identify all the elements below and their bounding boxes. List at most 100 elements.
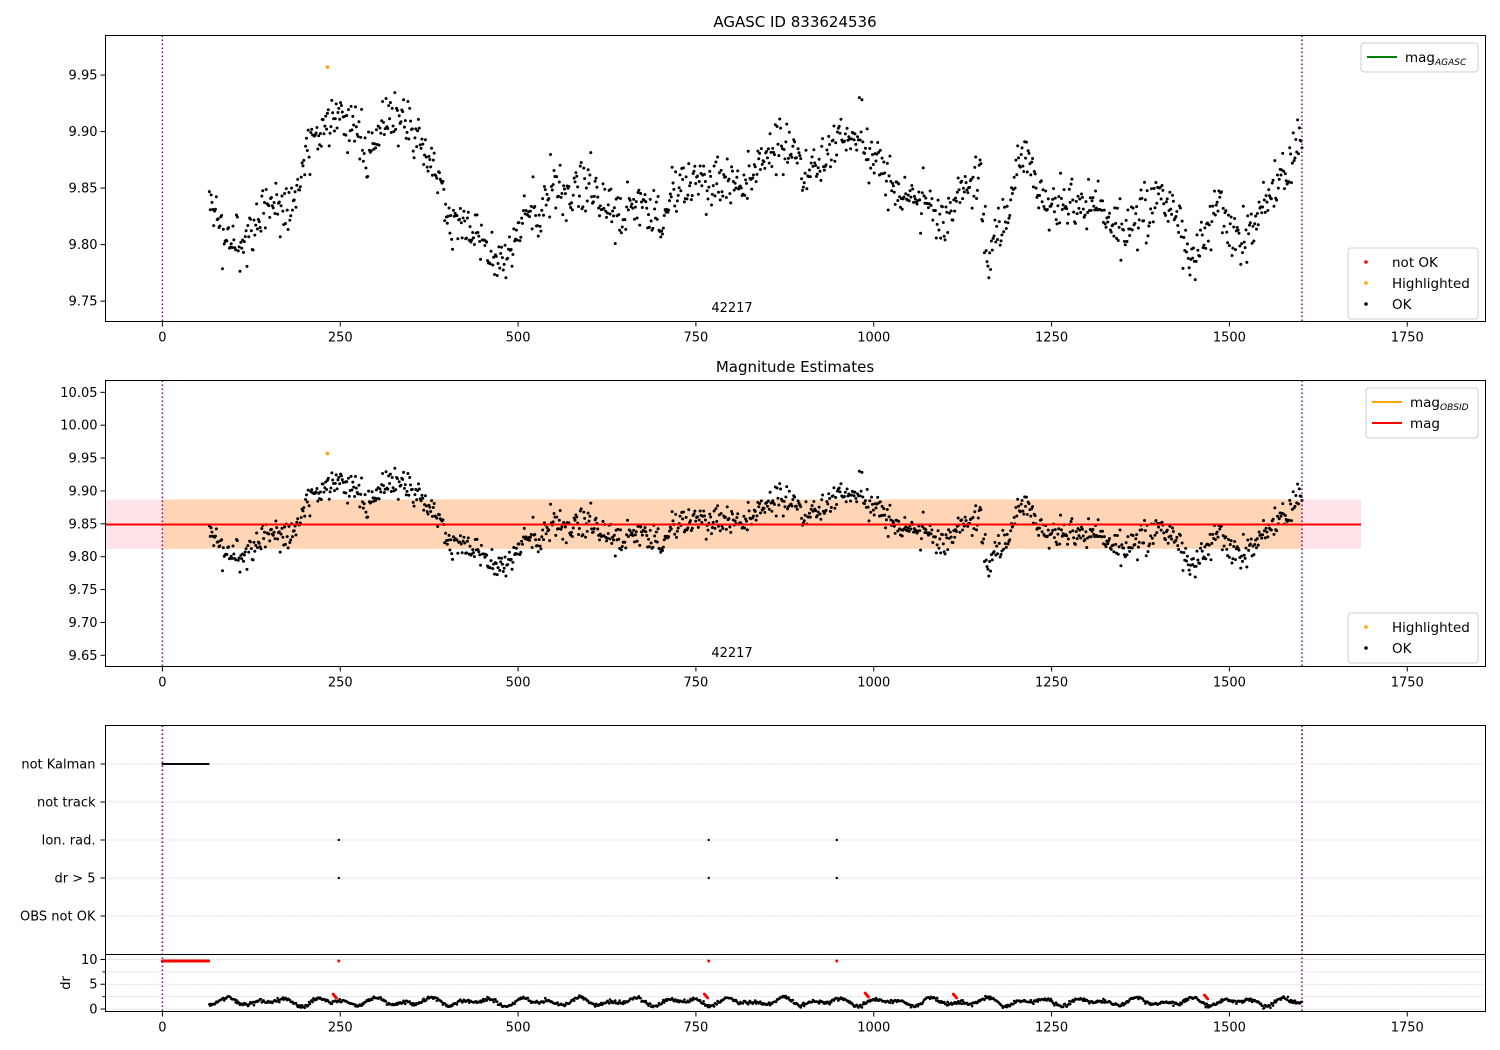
ok-point (1227, 244, 1231, 248)
ok-point (367, 130, 371, 134)
ok-point (242, 240, 246, 244)
ok-point (1202, 555, 1206, 559)
ok-point (370, 131, 374, 135)
ok-point (296, 177, 300, 181)
ok-point (500, 245, 504, 249)
ok-point (1209, 558, 1213, 562)
ok-point (998, 243, 1002, 247)
ok-point (869, 166, 873, 170)
ok-point (1296, 482, 1300, 486)
ok-point (858, 138, 862, 142)
ok-point (451, 247, 455, 251)
ok-point (335, 126, 339, 130)
ok-point (1225, 230, 1229, 234)
ok-point (863, 502, 867, 506)
ok-point (633, 205, 637, 209)
ok-point (631, 206, 635, 210)
ok-point (907, 529, 911, 533)
dr-point (648, 1002, 652, 1005)
ok-point (1078, 528, 1082, 532)
ok-point (346, 151, 350, 155)
ok-point (996, 533, 1000, 537)
ok-point (210, 530, 214, 534)
ok-point (776, 496, 780, 500)
ok-point (283, 192, 287, 196)
ok-point (1229, 215, 1233, 219)
ok-point (729, 201, 733, 205)
dr-point (613, 999, 617, 1002)
ok-point (1241, 204, 1245, 208)
ok-point (842, 495, 846, 499)
ok-point (858, 494, 862, 498)
ok-point (635, 539, 639, 543)
ok-point (605, 215, 609, 219)
ok-point (373, 496, 377, 500)
ok-point (1257, 200, 1261, 204)
dr-point (983, 998, 986, 1002)
ok-point (509, 248, 513, 252)
ok-point (1220, 548, 1224, 552)
ok-point (1044, 189, 1048, 193)
ok-point (461, 216, 465, 220)
ok-point (391, 486, 395, 490)
ok-point (354, 486, 358, 490)
dr-point (1068, 1002, 1072, 1006)
ok-point (1133, 222, 1137, 226)
ok-point (715, 519, 719, 523)
ok-point (428, 158, 432, 162)
ok-point (989, 239, 993, 243)
ok-point (809, 507, 813, 511)
ok-point (1077, 206, 1081, 210)
ok-point (919, 231, 923, 235)
ok-point (510, 264, 514, 268)
ok-point (370, 490, 374, 494)
ok-point (960, 518, 964, 522)
ok-point (569, 206, 573, 210)
ok-point (786, 505, 790, 509)
ok-point (463, 541, 467, 545)
highlighted-point (325, 451, 330, 456)
ok-point (1185, 554, 1189, 558)
ok-point (269, 527, 273, 531)
ok-point (1256, 223, 1260, 227)
ok-point (630, 202, 634, 206)
ok-point (1100, 535, 1104, 539)
ok-point (634, 200, 638, 204)
ok-point (237, 556, 241, 560)
ok-point (234, 248, 238, 252)
ok-point (303, 173, 307, 177)
ok-point (639, 525, 643, 529)
ok-point (592, 194, 596, 198)
ok-point (833, 506, 837, 510)
ok-point (742, 173, 746, 177)
ok-point (479, 543, 483, 547)
ok-point (936, 529, 940, 533)
x-tick-label: 1000 (857, 1021, 890, 1036)
ok-point (1096, 179, 1100, 183)
ok-point (1255, 212, 1259, 216)
ok-point (213, 207, 217, 211)
ok-point (1294, 137, 1298, 141)
ok-point (512, 546, 516, 550)
ok-point (489, 249, 493, 253)
ok-point (762, 160, 766, 164)
ok-point (919, 548, 923, 552)
ok-point (765, 504, 769, 508)
ok-point (590, 195, 594, 199)
ok-point (412, 504, 416, 508)
ok-point (951, 540, 955, 544)
ok-point (902, 527, 906, 531)
ok-point (560, 525, 564, 529)
ok-point (574, 171, 578, 175)
ok-point (225, 553, 229, 557)
ok-point (747, 164, 751, 168)
ok-point (824, 163, 828, 167)
ok-point (1085, 227, 1089, 231)
ok-point (708, 169, 712, 173)
ok-point (838, 131, 842, 135)
ok-point (743, 526, 747, 530)
magnitude-estimates-title: Magnitude Estimates (716, 358, 874, 376)
ok-point (449, 214, 453, 218)
ok-point (401, 477, 405, 481)
